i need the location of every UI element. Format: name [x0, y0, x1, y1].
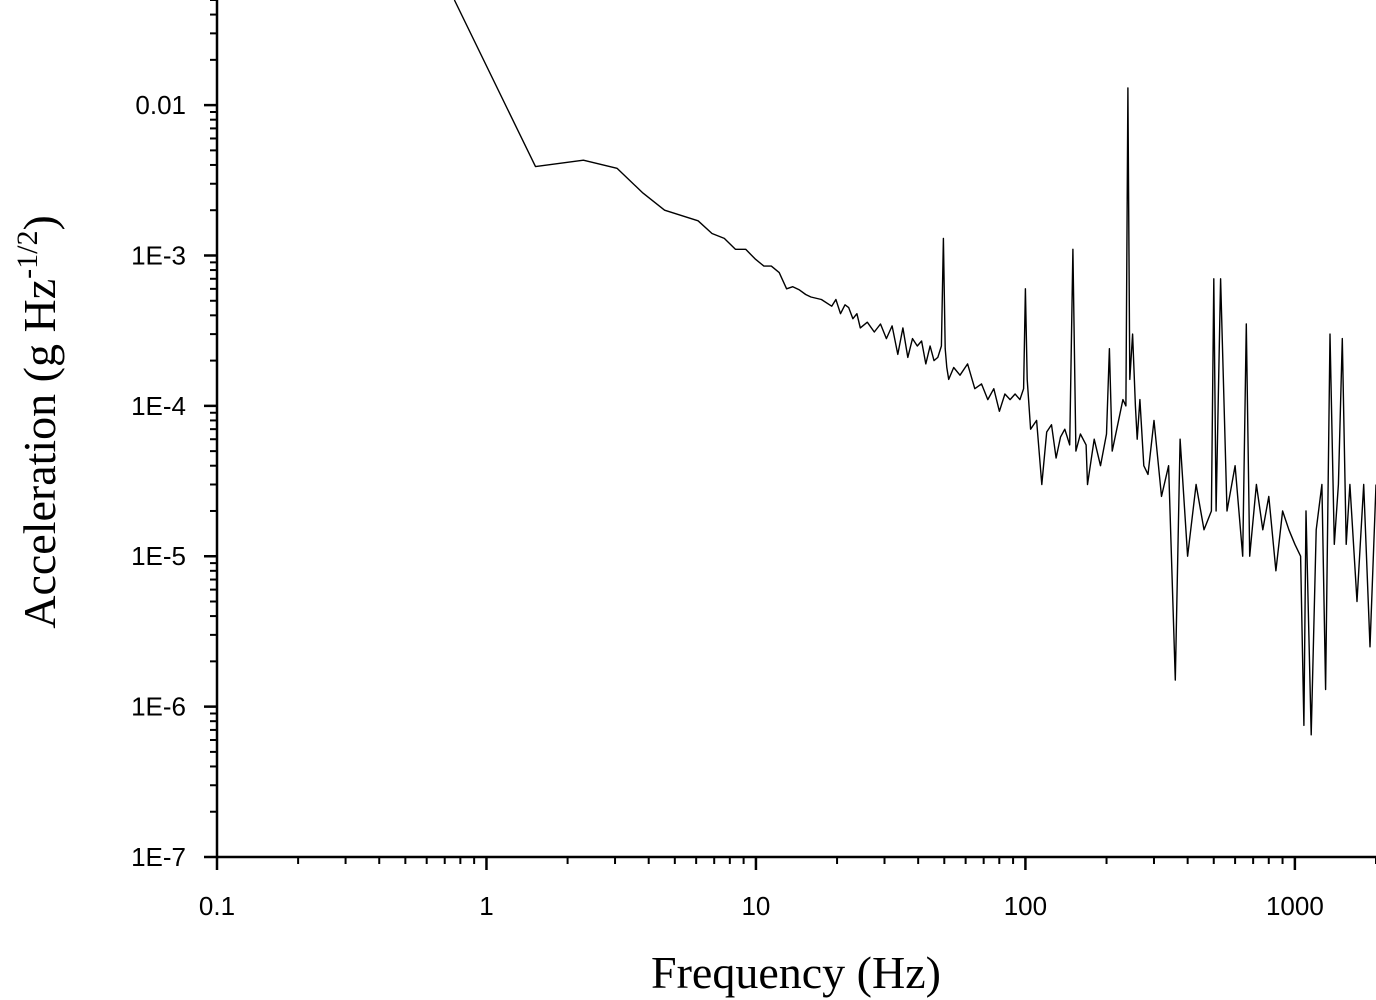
- major-ticks: [204, 103, 1297, 870]
- x-axis-title: Frequency (Hz): [651, 947, 941, 998]
- y-axis-title-main: Acceleration (g Hz: [14, 279, 65, 629]
- minor-ticks: [210, 0, 1376, 864]
- y-tick-label: 1E-6: [131, 692, 186, 722]
- y-tick-label: 0.01: [135, 90, 186, 120]
- y-tick-label: 1E-3: [131, 240, 186, 270]
- x-tick-label: 1000: [1266, 891, 1324, 921]
- series-line: [453, 0, 1376, 736]
- y-axis-title: Acceleration (g Hz-1/2): [11, 215, 65, 629]
- x-tick-label: 10: [741, 891, 770, 921]
- tick-labels: 0.1 1 10 100 1000 0.01 1E-3 1E-4 1E-5 1E-6 1E-7: [131, 90, 1324, 921]
- x-tick-label: 100: [1004, 891, 1047, 921]
- y-tick-label: 1E-4: [131, 391, 186, 421]
- y-axis-title-close: ): [14, 215, 65, 230]
- y-tick-label: 1E-7: [131, 842, 186, 872]
- y-axis-title-superscript: -1/2: [11, 231, 44, 279]
- x-tick-label: 1: [479, 891, 493, 921]
- y-tick-label: 1E-5: [131, 541, 186, 571]
- x-tick-label: 0.1: [199, 891, 235, 921]
